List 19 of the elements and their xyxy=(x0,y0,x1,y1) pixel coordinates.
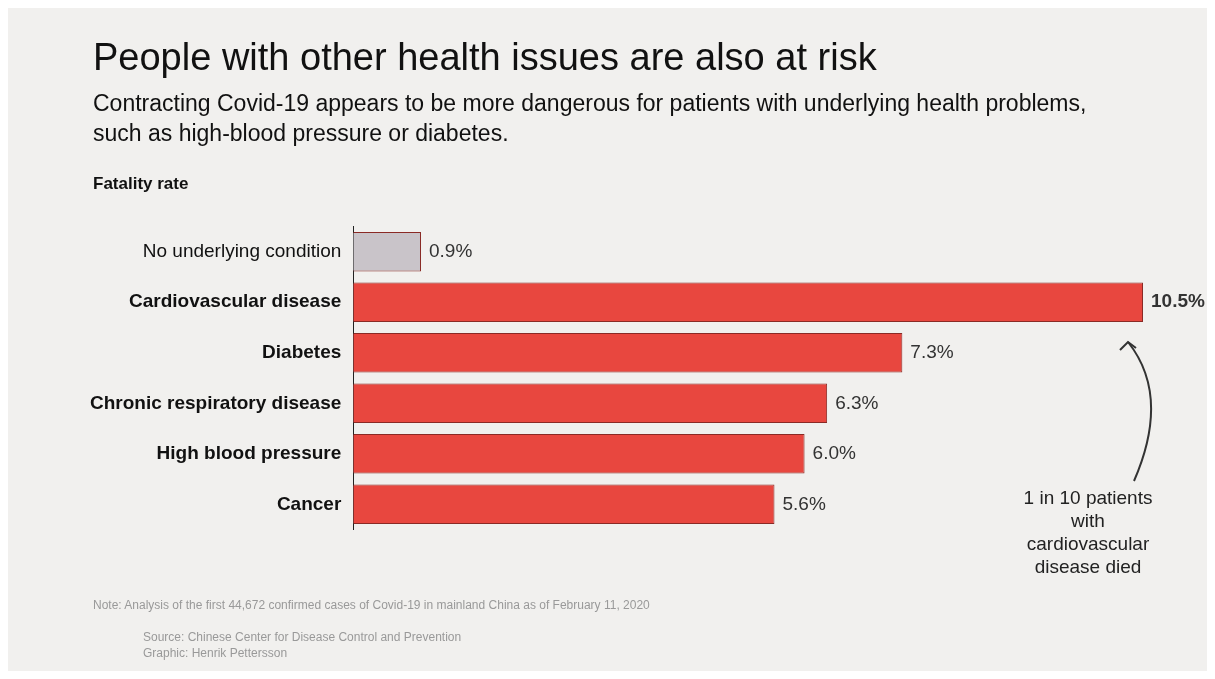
text: Graphic: Henrik Pettersson xyxy=(143,646,288,660)
data-label: 6.0% xyxy=(812,442,856,464)
text: Note: Analysis of the first 44,672 confirmed cases of Covid-19 in mainland China as of February 11, 2020 xyxy=(93,598,650,612)
chart-title: People with other health issues are also at risk xyxy=(93,36,877,79)
y-tick-label: Cardiovascular disease xyxy=(129,290,342,312)
y-axis-title: Fatality rate xyxy=(93,174,189,194)
data-label: 5.6% xyxy=(782,492,826,514)
y-tick-label: Chronic respiratory disease xyxy=(90,391,342,413)
chart-subtitle: Contracting Covid-19 appears to be more dangerous for patients with underlying health problems, such as high-blood pressure or diabetes. xyxy=(93,89,1088,148)
source-note: Source: Chinese Center for Disease Control and Prevention xyxy=(143,630,462,644)
data-label: 10.5% xyxy=(1151,290,1205,312)
data-label: 7.3% xyxy=(910,340,954,362)
y-tick-label: Cancer xyxy=(276,492,342,514)
y-tick-label: High blood pressure xyxy=(156,442,342,464)
data-label: 0.9% xyxy=(429,239,473,261)
annotation: 1 in 10 patients with cardiovascular disease died xyxy=(1022,486,1154,578)
y-tick-label: Diabetes xyxy=(262,340,342,362)
data-label: 6.3% xyxy=(835,391,879,413)
y-tick-label: No underlying condition xyxy=(142,239,342,261)
